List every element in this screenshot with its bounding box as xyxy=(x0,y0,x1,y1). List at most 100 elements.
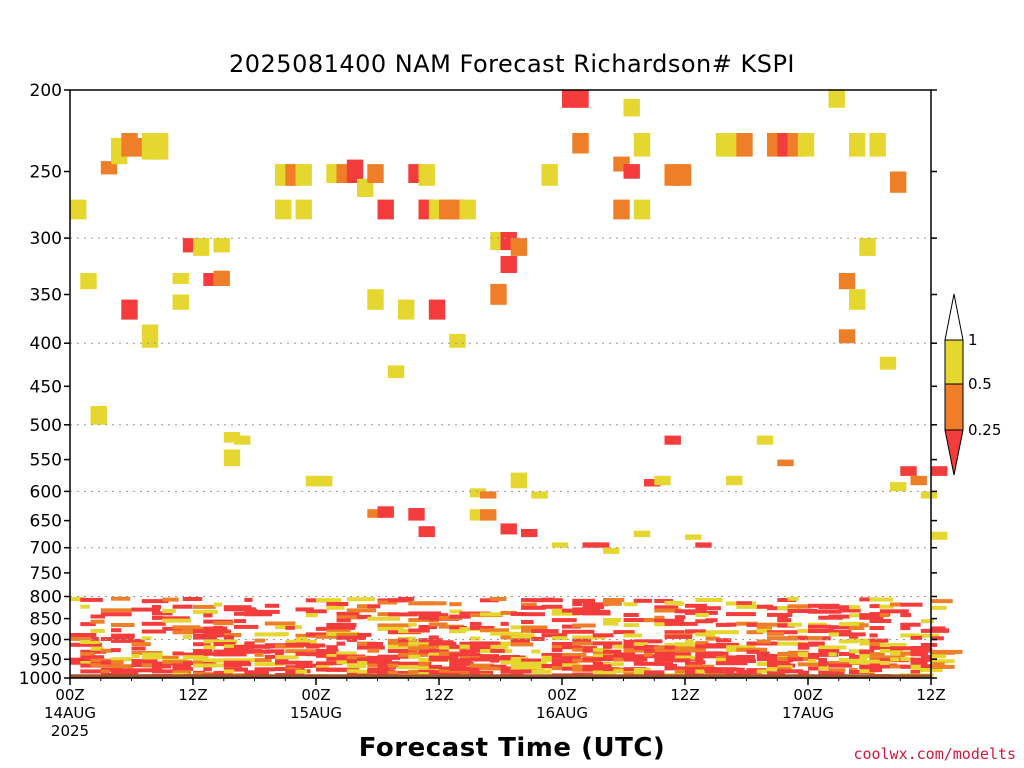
pbl-cell xyxy=(562,663,580,668)
pbl-cell xyxy=(305,649,322,654)
pbl-cell xyxy=(910,657,931,662)
pbl-cell xyxy=(654,654,666,659)
ri-cell xyxy=(900,466,917,476)
boundary-layer-cells xyxy=(70,596,963,679)
pbl-cell xyxy=(203,645,216,650)
pbl-cell xyxy=(572,638,591,643)
pbl-cell xyxy=(234,619,247,624)
pbl-cell xyxy=(582,605,604,609)
pbl-cell xyxy=(387,663,401,668)
pbl-cell xyxy=(285,639,317,644)
pbl-cell xyxy=(715,638,732,643)
pbl-cell xyxy=(797,608,815,613)
pbl-cell xyxy=(623,639,639,644)
pbl-cell xyxy=(644,618,659,623)
pbl-cell xyxy=(674,642,700,647)
pbl-cell xyxy=(726,667,739,672)
pbl-cell xyxy=(777,618,792,623)
pbl-cell xyxy=(449,602,462,607)
pbl-cell xyxy=(838,639,859,644)
pbl-cell xyxy=(418,638,443,643)
pbl-cell xyxy=(182,655,209,660)
y-tick-label: 500 xyxy=(30,416,62,436)
pbl-cell xyxy=(521,625,548,630)
pbl-cell xyxy=(316,598,342,603)
ri-cell xyxy=(910,475,927,486)
pbl-cell xyxy=(213,621,234,626)
pbl-cell xyxy=(234,624,259,629)
pbl-cell xyxy=(418,625,437,629)
pbl-cell xyxy=(808,629,835,633)
pbl-cell xyxy=(695,613,709,617)
pbl-cell xyxy=(562,666,574,671)
ri-cell xyxy=(931,531,948,540)
pbl-cell xyxy=(623,633,642,638)
source-credit: coolwx.com/modelts xyxy=(853,745,1016,763)
pbl-cell xyxy=(685,639,694,644)
pbl-cell xyxy=(931,599,953,604)
pbl-cell xyxy=(531,669,552,674)
pbl-cell xyxy=(869,604,880,609)
ri-cell xyxy=(469,509,487,521)
pbl-cell xyxy=(346,608,377,613)
pbl-cell xyxy=(357,641,377,646)
ri-cell xyxy=(100,161,118,175)
pbl-cell xyxy=(869,668,883,673)
pbl-cell xyxy=(541,604,563,609)
pbl-cell xyxy=(592,661,610,666)
pbl-cell xyxy=(295,660,313,665)
pbl-cell xyxy=(480,654,499,659)
ri-cell xyxy=(592,542,610,548)
pbl-cell xyxy=(572,641,596,646)
pbl-cell xyxy=(357,657,371,662)
ri-cell xyxy=(449,334,466,348)
pbl-cell xyxy=(808,636,823,641)
pbl-cell xyxy=(787,654,800,659)
pbl-cell xyxy=(879,609,909,614)
pbl-cell xyxy=(756,604,773,609)
pbl-cell xyxy=(162,609,176,613)
pbl-cell xyxy=(449,609,463,614)
ri-cell xyxy=(510,472,528,489)
x-tick-label: 12Z xyxy=(424,686,453,704)
pbl-cell xyxy=(664,619,682,624)
pbl-cell xyxy=(551,636,568,641)
pbl-cell xyxy=(336,651,357,656)
pbl-cell xyxy=(521,658,541,663)
pbl-cell xyxy=(295,642,310,647)
pbl-cell xyxy=(285,649,318,654)
pbl-cell xyxy=(387,612,418,617)
pbl-cell xyxy=(500,669,511,674)
pbl-cell xyxy=(264,654,276,659)
pbl-cell xyxy=(859,651,871,656)
pbl-cell xyxy=(223,658,255,663)
legend-swatch-low xyxy=(944,429,964,476)
pbl-cell xyxy=(582,602,609,607)
pbl-cell xyxy=(900,633,919,638)
ri-cell xyxy=(931,466,948,476)
y-tick-label: 450 xyxy=(30,377,62,397)
pbl-cell xyxy=(736,667,745,672)
pbl-cell xyxy=(449,629,466,634)
pbl-cell xyxy=(808,652,839,657)
pbl-cell xyxy=(613,657,624,662)
pbl-cell xyxy=(551,648,563,652)
pbl-cell xyxy=(305,632,338,637)
pbl-cell xyxy=(603,664,612,669)
ri-cell xyxy=(890,171,907,193)
pbl-cell xyxy=(316,634,346,639)
pbl-cell xyxy=(172,604,193,609)
pbl-cell xyxy=(920,646,930,651)
pbl-cell xyxy=(777,667,792,672)
ri-cell xyxy=(633,199,651,220)
pbl-cell xyxy=(213,625,224,630)
pbl-cell xyxy=(223,635,234,640)
pbl-cell xyxy=(469,645,496,650)
pbl-cell xyxy=(223,607,256,612)
pbl-cell xyxy=(787,596,799,601)
ri-cell xyxy=(367,164,384,183)
pbl-cell xyxy=(510,657,529,661)
pbl-cell xyxy=(203,639,238,644)
pbl-cell xyxy=(449,658,463,663)
